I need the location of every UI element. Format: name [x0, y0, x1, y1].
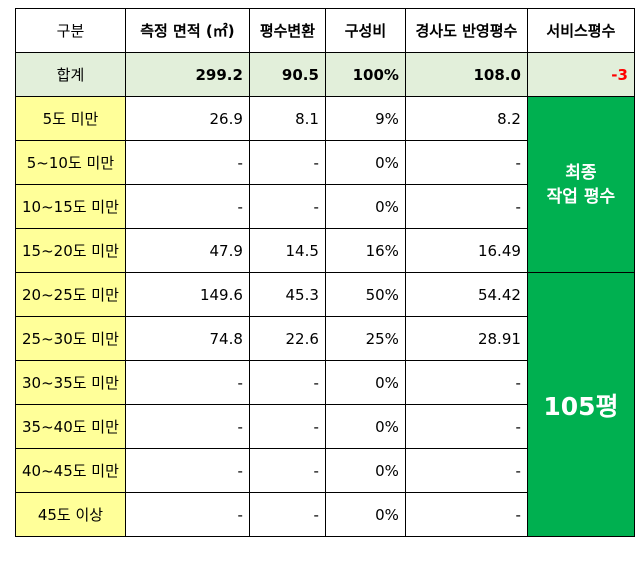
row-area: -	[124, 184, 250, 229]
total-service: -3	[526, 52, 635, 97]
row-ratio: 0%	[324, 140, 406, 185]
final-area-label-cell: 최종 작업 평수	[526, 96, 635, 273]
total-slope-pyeong: 108.0	[404, 52, 528, 97]
table-row: 5~10도 미만 - - 0% -	[15, 140, 635, 185]
row-ratio: 50%	[324, 272, 406, 317]
table-row: 20~25도 미만 149.6 45.3 50% 54.42 105평	[15, 272, 635, 537]
row-area: 74.8	[124, 316, 250, 361]
row-ratio: 0%	[324, 492, 406, 537]
header-pyeong: 평수변환	[248, 8, 326, 53]
row-ratio: 0%	[324, 360, 406, 405]
row-slope-pyeong: -	[404, 404, 528, 449]
total-label: 합계	[15, 52, 126, 97]
final-label-line2: 작업 평수	[546, 186, 616, 207]
total-area: 299.2	[124, 52, 250, 97]
table-row: 15~20도 미만 47.9 14.5 16% 16.49	[15, 228, 635, 273]
header-area: 측정 면적 (㎡)	[124, 8, 250, 53]
row-label: 10~15도 미만	[15, 184, 126, 229]
row-pyeong: 45.3	[248, 272, 326, 317]
row-area: 149.6	[124, 272, 250, 317]
row-pyeong: 14.5	[248, 228, 326, 273]
row-area: -	[124, 140, 250, 185]
row-pyeong: -	[248, 360, 326, 405]
row-label: 20~25도 미만	[15, 272, 126, 317]
row-slope-pyeong: -	[404, 448, 528, 493]
row-pyeong: -	[248, 184, 326, 229]
row-ratio: 0%	[324, 184, 406, 229]
row-slope-pyeong: 8.2	[404, 96, 528, 141]
row-area: -	[124, 404, 250, 449]
row-label: 15~20도 미만	[15, 228, 126, 273]
row-label: 40~45도 미만	[15, 448, 126, 493]
slope-area-table: 구분 측정 면적 (㎡) 평수변환 구성비 경사도 반영평수 서비스평수 합계 …	[15, 8, 635, 537]
row-slope-pyeong: -	[404, 140, 528, 185]
table-row: 45도 이상 - - 0% -	[15, 492, 635, 537]
row-ratio: 16%	[324, 228, 406, 273]
row-label: 25~30도 미만	[15, 316, 126, 361]
header-ratio: 구성비	[324, 8, 406, 53]
final-area-value: 105평	[543, 391, 619, 421]
row-slope-pyeong: 28.91	[404, 316, 528, 361]
row-ratio: 25%	[324, 316, 406, 361]
header-category: 구분	[15, 8, 126, 53]
row-pyeong: -	[248, 448, 326, 493]
row-slope-pyeong: -	[404, 184, 528, 229]
row-area: -	[124, 448, 250, 493]
row-label: 45도 이상	[15, 492, 126, 537]
header-service: 서비스평수	[526, 8, 635, 53]
row-slope-pyeong: -	[404, 360, 528, 405]
row-pyeong: -	[248, 492, 326, 537]
row-slope-pyeong: -	[404, 492, 528, 537]
total-ratio: 100%	[324, 52, 406, 97]
row-pyeong: 8.1	[248, 96, 326, 141]
row-area: -	[124, 492, 250, 537]
row-area: 47.9	[124, 228, 250, 273]
row-label: 5~10도 미만	[15, 140, 126, 185]
header-row: 구분 측정 면적 (㎡) 평수변환 구성비 경사도 반영평수 서비스평수	[15, 8, 635, 53]
row-ratio: 0%	[324, 404, 406, 449]
final-label-line1: 최종	[565, 162, 597, 183]
row-ratio: 9%	[324, 96, 406, 141]
table-row: 35~40도 미만 - - 0% -	[15, 404, 635, 449]
table-row: 5도 미만 26.9 8.1 9% 8.2 최종 작업 평수	[15, 96, 635, 273]
table-row: 40~45도 미만 - - 0% -	[15, 448, 635, 493]
row-label: 30~35도 미만	[15, 360, 126, 405]
total-row: 합계 299.2 90.5 100% 108.0 -3	[15, 52, 635, 97]
row-pyeong: -	[248, 404, 326, 449]
row-label: 35~40도 미만	[15, 404, 126, 449]
row-slope-pyeong: 54.42	[404, 272, 528, 317]
row-label: 5도 미만	[15, 96, 126, 141]
row-pyeong: -	[248, 140, 326, 185]
total-pyeong: 90.5	[248, 52, 326, 97]
final-area-value-cell: 105평	[526, 272, 635, 537]
row-slope-pyeong: 16.49	[404, 228, 528, 273]
row-area: 26.9	[124, 96, 250, 141]
row-area: -	[124, 360, 250, 405]
row-ratio: 0%	[324, 448, 406, 493]
row-pyeong: 22.6	[248, 316, 326, 361]
header-slope-pyeong: 경사도 반영평수	[404, 8, 528, 53]
